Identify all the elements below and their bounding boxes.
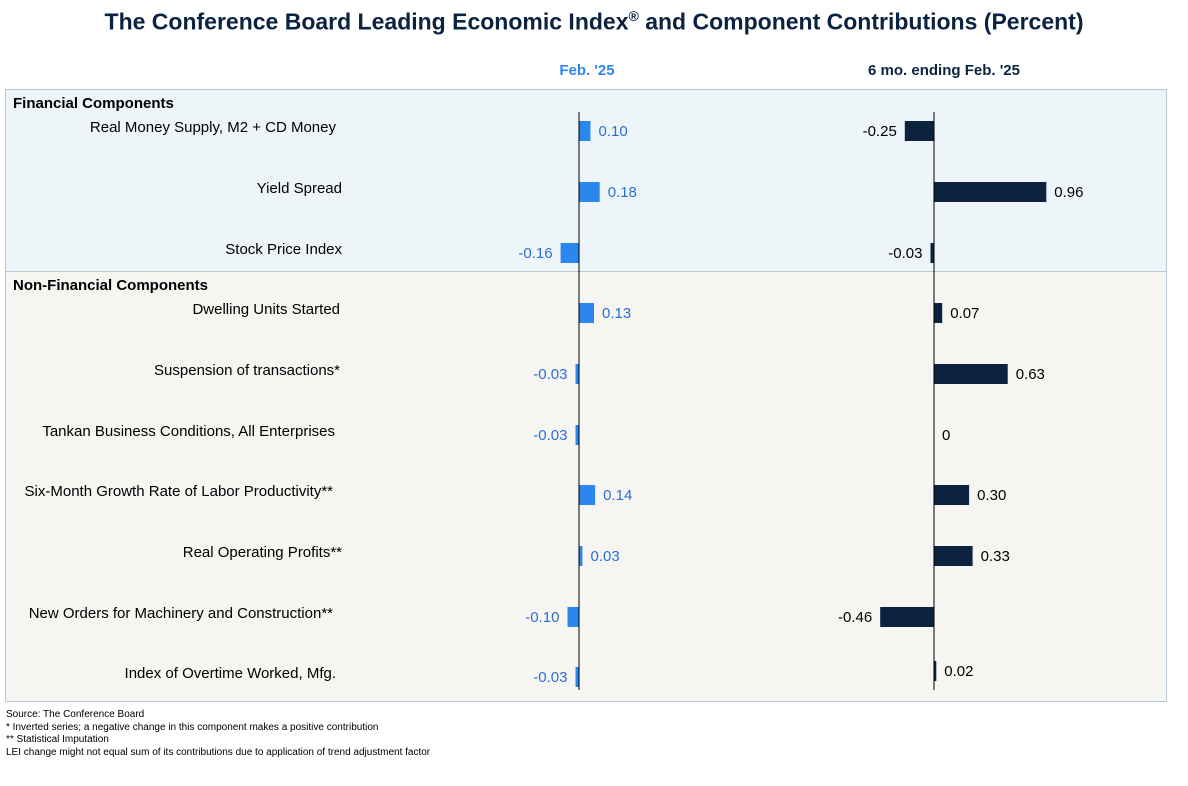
- data-label-6-month-0: -0.25: [863, 123, 897, 140]
- data-label-6-month-1: 0.96: [1054, 184, 1083, 201]
- data-label-feb-25-9: -0.03: [533, 669, 567, 686]
- bar-feb-25-5: [575, 425, 579, 445]
- footnote-source: Source: The Conference Board: [6, 709, 145, 720]
- footnotes: Source: The Conference Board * Inverted …: [6, 709, 430, 759]
- data-label-6-month-2: -0.03: [888, 245, 922, 262]
- row-label: New Orders for Machinery and Constructio…: [28, 605, 333, 622]
- bar-feb-25-1: [579, 182, 600, 202]
- row-label: Six-Month Growth Rate of Labor Productiv…: [24, 483, 333, 500]
- data-label-feb-25-8: -0.10: [525, 609, 559, 626]
- data-label-feb-25-5: -0.03: [533, 427, 567, 444]
- column-header-feb-25: Feb. '25: [559, 62, 615, 79]
- data-label-6-month-5: 0: [942, 427, 950, 444]
- data-label-feb-25-1: 0.18: [608, 184, 637, 201]
- bar-feb-25-2: [560, 243, 579, 263]
- bar-6-month-7: [934, 546, 973, 566]
- data-label-feb-25-7: 0.03: [591, 548, 620, 565]
- bar-feb-25-4: [575, 364, 579, 384]
- bar-6-month-1: [934, 182, 1047, 202]
- row-label: Dwelling Units Started: [192, 301, 340, 318]
- row-label: Suspension of transactions*: [154, 362, 340, 379]
- data-label-6-month-7: 0.33: [981, 548, 1010, 565]
- bar-6-month-3: [934, 303, 943, 323]
- row-label: Stock Price Index: [225, 241, 342, 258]
- data-label-feb-25-3: 0.13: [602, 305, 631, 322]
- bar-6-month-9: [934, 661, 937, 681]
- column-header-6-month: 6 mo. ending Feb. '25: [868, 62, 1020, 79]
- row-label: Index of Overtime Worked, Mfg.: [124, 665, 336, 682]
- data-label-feb-25-2: -0.16: [518, 245, 552, 262]
- bar-feb-25-8: [567, 607, 579, 627]
- section-label-financial: Financial Components: [13, 95, 174, 112]
- data-label-6-month-9: 0.02: [944, 663, 973, 680]
- footnote-trend: LEI change might not equal sum of its co…: [6, 746, 431, 758]
- chart-title: The Conference Board Leading Economic In…: [104, 8, 1084, 35]
- row-label: Yield Spread: [256, 180, 342, 197]
- data-label-feb-25-0: 0.10: [599, 123, 628, 140]
- section-label-non-financial: Non-Financial Components: [13, 277, 208, 294]
- row-label: Real Operating Profits**: [182, 544, 342, 561]
- bar-6-month-4: [934, 364, 1008, 384]
- data-label-6-month-3: 0.07: [950, 305, 979, 322]
- row-label: Real Money Supply, M2 + CD Money: [89, 119, 336, 136]
- bar-feb-25-3: [579, 303, 594, 323]
- footnote-imputation: ** Statistical Imputation: [6, 734, 109, 745]
- data-label-6-month-8: -0.46: [838, 609, 872, 626]
- bar-feb-25-0: [579, 121, 591, 141]
- data-label-6-month-6: 0.30: [977, 487, 1006, 504]
- footnote-inverted: * Inverted series; a negative change in …: [6, 721, 379, 733]
- data-label-feb-25-6: 0.14: [603, 487, 632, 504]
- data-label-6-month-4: 0.63: [1016, 366, 1045, 383]
- bar-6-month-2: [930, 243, 934, 263]
- bar-6-month-0: [904, 121, 935, 141]
- bar-feb-25-9: [575, 667, 579, 687]
- bar-feb-25-6: [579, 485, 596, 505]
- bar-feb-25-7: [579, 546, 583, 566]
- bar-6-month-6: [934, 485, 970, 505]
- row-label: Tankan Business Conditions, All Enterpri…: [42, 423, 335, 440]
- data-label-feb-25-4: -0.03: [533, 366, 567, 383]
- bar-6-month-8: [880, 607, 934, 627]
